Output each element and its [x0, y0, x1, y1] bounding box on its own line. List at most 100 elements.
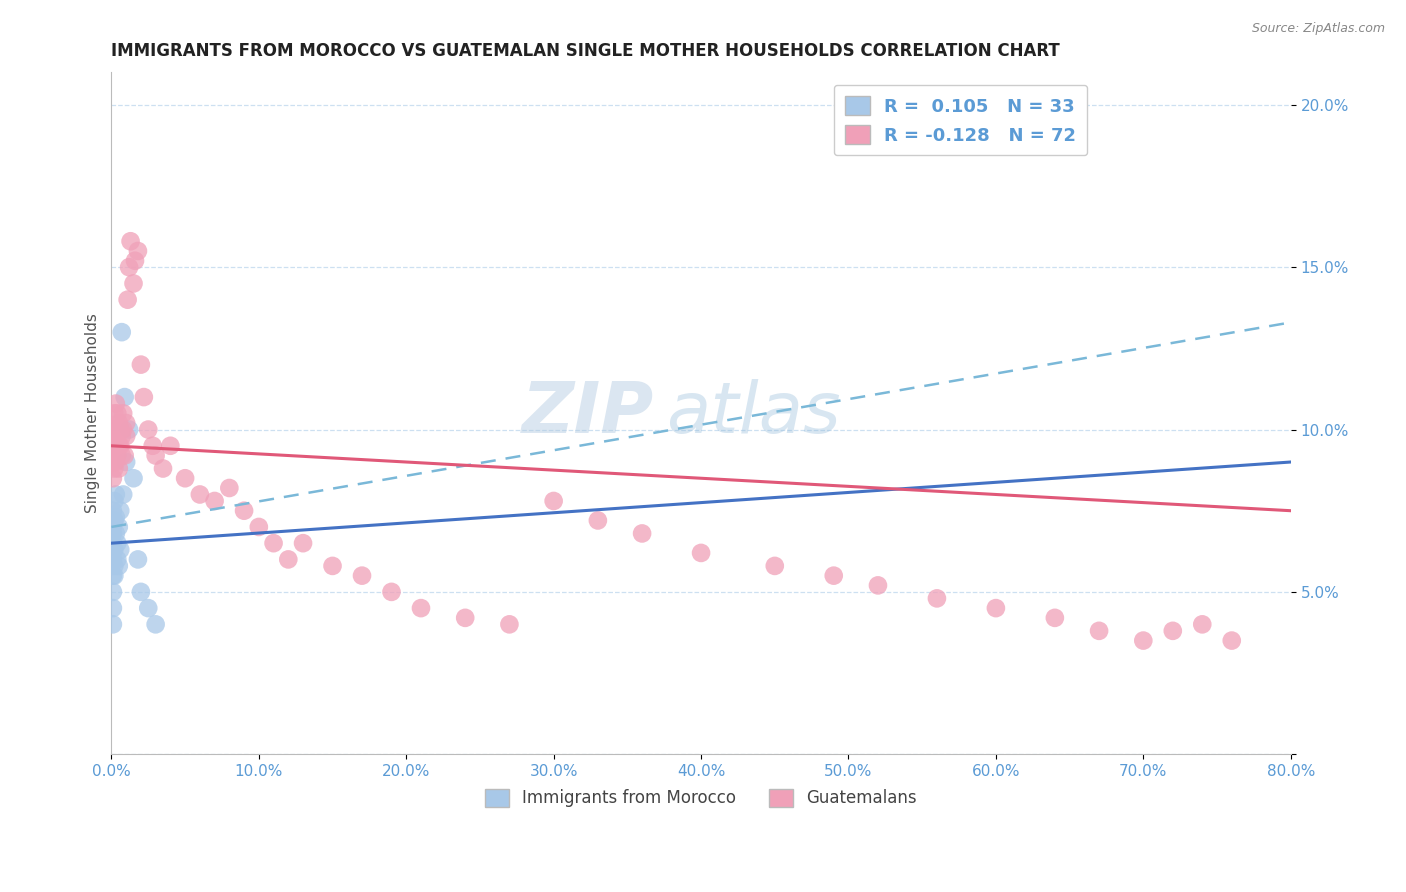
Point [101, 601, 124, 615]
Point [631, 526, 654, 541]
Point [112, 406, 135, 420]
Point [132, 390, 155, 404]
Point [103, 558, 125, 573]
Point [107, 461, 129, 475]
Point [103, 406, 125, 420]
Point [136, 423, 159, 437]
Point [277, 552, 299, 566]
Point [218, 481, 240, 495]
Point [104, 396, 127, 410]
Point [101, 471, 124, 485]
Point [114, 449, 136, 463]
Point [110, 504, 132, 518]
Point [498, 617, 520, 632]
Point [105, 406, 128, 420]
Point [142, 439, 165, 453]
Point [104, 423, 127, 437]
Point [105, 429, 128, 443]
Point [188, 487, 211, 501]
Point [124, 253, 146, 268]
Point [984, 601, 1007, 615]
Point [115, 455, 138, 469]
Point [103, 449, 125, 463]
Point [115, 416, 138, 430]
Point [103, 461, 125, 475]
Point [247, 520, 270, 534]
Point [105, 552, 128, 566]
Point [174, 471, 197, 485]
Point [129, 585, 152, 599]
Point [103, 542, 125, 557]
Point [136, 601, 159, 615]
Point [866, 578, 889, 592]
Point [111, 429, 134, 443]
Point [104, 439, 127, 453]
Point [104, 455, 127, 469]
Point [129, 358, 152, 372]
Point [110, 439, 132, 453]
Point [322, 558, 344, 573]
Point [690, 546, 713, 560]
Legend: Immigrants from Morocco, Guatemalans: Immigrants from Morocco, Guatemalans [479, 782, 924, 814]
Point [101, 568, 124, 582]
Point [152, 461, 174, 475]
Point [110, 542, 132, 557]
Point [586, 513, 609, 527]
Point [107, 439, 129, 453]
Point [127, 552, 149, 566]
Point [409, 601, 432, 615]
Point [107, 558, 129, 573]
Point [101, 455, 124, 469]
Point [145, 449, 167, 463]
Point [120, 234, 142, 248]
Point [350, 568, 373, 582]
Point [118, 260, 141, 275]
Point [380, 585, 402, 599]
Point [117, 293, 139, 307]
Point [104, 510, 127, 524]
Point [101, 520, 124, 534]
Point [122, 471, 145, 485]
Point [1161, 624, 1184, 638]
Point [1088, 624, 1111, 638]
Point [1191, 617, 1213, 632]
Point [159, 439, 181, 453]
Point [101, 536, 124, 550]
Point [110, 423, 132, 437]
Point [105, 536, 128, 550]
Point [107, 423, 129, 437]
Point [233, 504, 256, 518]
Point [763, 558, 786, 573]
Point [115, 429, 138, 443]
Point [292, 536, 315, 550]
Point [1043, 611, 1066, 625]
Point [823, 568, 845, 582]
Point [263, 536, 285, 550]
Point [101, 585, 124, 599]
Text: ZIP: ZIP [522, 379, 654, 448]
Point [204, 494, 226, 508]
Point [1220, 633, 1243, 648]
Point [543, 494, 565, 508]
Point [104, 526, 127, 541]
Text: Source: ZipAtlas.com: Source: ZipAtlas.com [1251, 22, 1385, 36]
Point [101, 552, 124, 566]
Point [103, 568, 125, 582]
Point [103, 513, 125, 527]
Point [454, 611, 477, 625]
Point [112, 423, 135, 437]
Point [127, 244, 149, 258]
Point [118, 423, 141, 437]
Point [103, 494, 125, 508]
Point [104, 487, 127, 501]
Point [103, 429, 125, 443]
Point [145, 617, 167, 632]
Point [114, 390, 136, 404]
Point [112, 487, 135, 501]
Point [101, 526, 124, 541]
Point [101, 439, 124, 453]
Point [111, 449, 134, 463]
Point [122, 277, 145, 291]
Point [107, 416, 129, 430]
Y-axis label: Single Mother Households: Single Mother Households [86, 313, 100, 513]
